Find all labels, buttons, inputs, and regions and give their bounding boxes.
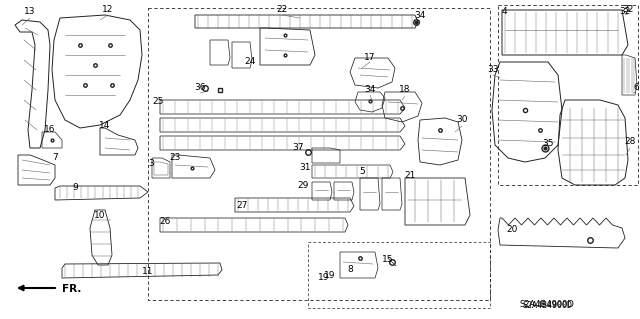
Text: 15: 15 xyxy=(382,256,394,264)
Text: 23: 23 xyxy=(170,153,180,162)
Text: 27: 27 xyxy=(236,201,248,210)
Text: 17: 17 xyxy=(364,54,376,63)
Text: 33: 33 xyxy=(487,65,499,75)
Text: 20: 20 xyxy=(506,226,518,234)
Text: 3: 3 xyxy=(148,159,154,167)
Text: 37: 37 xyxy=(292,144,304,152)
Text: 19: 19 xyxy=(318,273,330,283)
Text: 7: 7 xyxy=(52,153,58,162)
Text: 9: 9 xyxy=(72,183,78,192)
Text: 16: 16 xyxy=(44,125,56,135)
Text: 32: 32 xyxy=(620,8,630,17)
Text: 12: 12 xyxy=(102,5,114,14)
Text: 4: 4 xyxy=(501,8,507,17)
Text: 30: 30 xyxy=(456,115,468,124)
Text: 18: 18 xyxy=(399,85,411,94)
Text: 32: 32 xyxy=(622,5,634,14)
Text: S2A4B4900D: S2A4B4900D xyxy=(520,300,575,309)
Text: 5: 5 xyxy=(359,167,365,176)
Text: 31: 31 xyxy=(300,164,311,173)
Text: 29: 29 xyxy=(298,181,308,189)
Text: 6: 6 xyxy=(633,84,639,93)
Text: 28: 28 xyxy=(624,137,636,146)
Text: 25: 25 xyxy=(152,98,164,107)
Text: 35: 35 xyxy=(542,139,554,149)
Text: 10: 10 xyxy=(94,211,106,219)
Text: 34: 34 xyxy=(364,85,376,94)
Text: 13: 13 xyxy=(24,8,36,17)
Text: 21: 21 xyxy=(404,170,416,180)
Text: 8: 8 xyxy=(347,265,353,275)
Text: 26: 26 xyxy=(159,218,171,226)
Text: 19: 19 xyxy=(324,271,336,280)
Text: 24: 24 xyxy=(244,57,255,66)
Text: 11: 11 xyxy=(142,268,154,277)
Text: 36: 36 xyxy=(195,84,205,93)
Text: 14: 14 xyxy=(99,121,111,130)
Text: 34: 34 xyxy=(414,11,426,19)
Text: S2A4B4900D: S2A4B4900D xyxy=(522,300,572,309)
Text: 22: 22 xyxy=(276,5,287,14)
Text: FR.: FR. xyxy=(62,284,81,294)
